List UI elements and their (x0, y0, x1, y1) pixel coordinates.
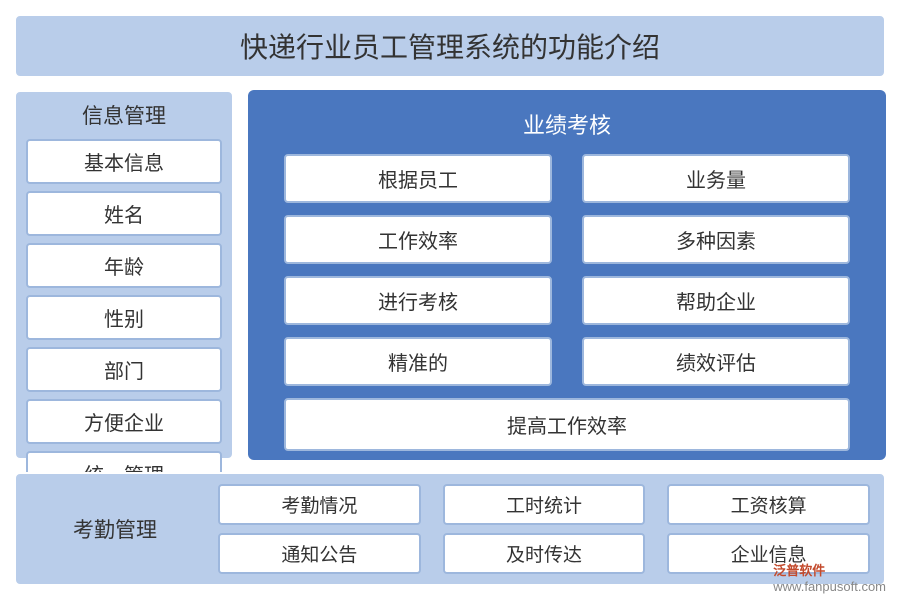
performance-item: 根据员工 (284, 154, 552, 203)
info-item: 姓名 (26, 191, 222, 236)
performance-panel: 业绩考核 根据员工 业务量 工作效率 多种因素 进行考核 帮助企业 精准的 绩效… (248, 90, 886, 460)
diagram-canvas: 快递行业员工管理系统的功能介绍 信息管理 基本信息 姓名 年龄 性别 部门 方便… (0, 0, 900, 600)
middle-row: 信息管理 基本信息 姓名 年龄 性别 部门 方便企业 统一管理 业绩考核 根据员… (14, 90, 886, 460)
attendance-item: 通知公告 (218, 533, 421, 574)
attendance-item: 工时统计 (443, 484, 646, 525)
performance-item: 帮助企业 (582, 276, 850, 325)
watermark-brand: 泛普软件 (773, 563, 825, 578)
performance-item: 精准的 (284, 337, 552, 386)
info-management-header: 信息管理 (82, 100, 166, 130)
info-item: 性别 (26, 295, 222, 340)
attendance-panel: 考勤管理 考勤情况 工时统计 工资核算 通知公告 及时传达 企业信息 (14, 472, 886, 586)
attendance-label: 考勤管理 (30, 514, 200, 544)
attendance-item: 工资核算 (667, 484, 870, 525)
info-item: 年龄 (26, 243, 222, 288)
watermark: 泛普软件 www.fanpusoft.com (773, 560, 886, 594)
info-management-panel: 信息管理 基本信息 姓名 年龄 性别 部门 方便企业 统一管理 (14, 90, 234, 460)
performance-item: 工作效率 (284, 215, 552, 264)
performance-header: 业绩考核 (266, 108, 868, 140)
info-item: 基本信息 (26, 139, 222, 184)
attendance-grid: 考勤情况 工时统计 工资核算 通知公告 及时传达 企业信息 (218, 484, 870, 574)
performance-item: 进行考核 (284, 276, 552, 325)
performance-grid: 根据员工 业务量 工作效率 多种因素 进行考核 帮助企业 精准的 绩效评估 (266, 154, 868, 386)
title-text: 快递行业员工管理系统的功能介绍 (240, 32, 660, 63)
attendance-item: 考勤情况 (218, 484, 421, 525)
performance-wide-item: 提高工作效率 (284, 398, 850, 451)
info-item: 部门 (26, 347, 222, 392)
performance-item: 多种因素 (582, 215, 850, 264)
performance-item: 业务量 (582, 154, 850, 203)
performance-item: 绩效评估 (582, 337, 850, 386)
info-item: 方便企业 (26, 399, 222, 444)
attendance-item: 及时传达 (443, 533, 646, 574)
title-bar: 快递行业员工管理系统的功能介绍 (14, 14, 886, 78)
watermark-url: www.fanpusoft.com (773, 579, 886, 594)
